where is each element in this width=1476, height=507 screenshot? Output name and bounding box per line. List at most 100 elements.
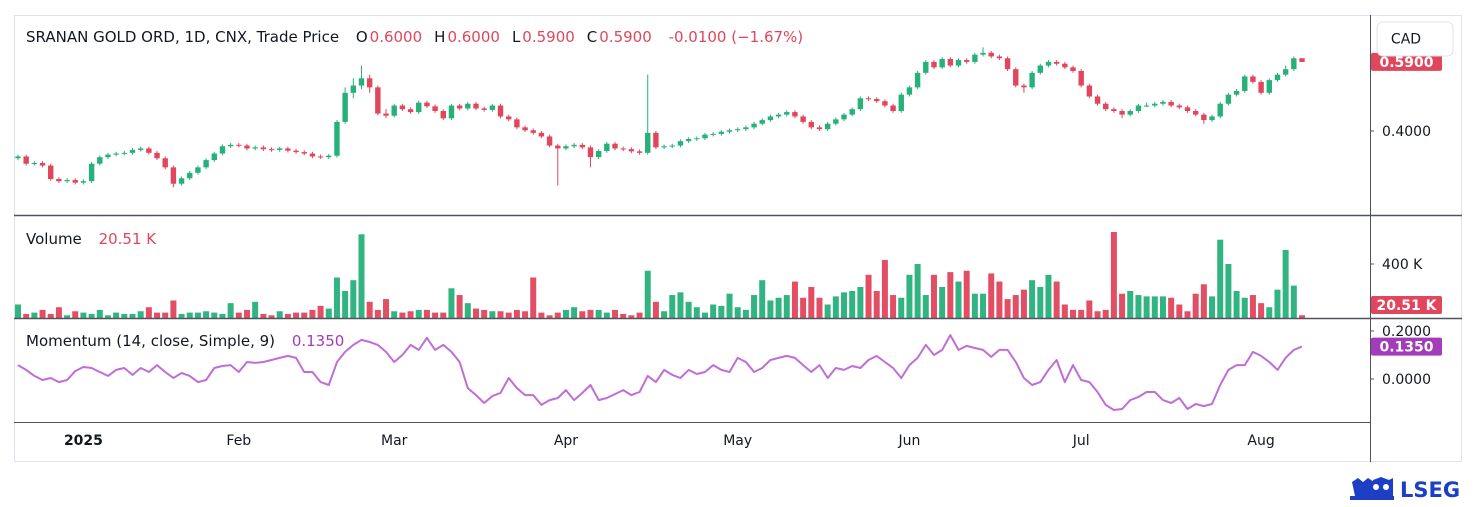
candle-body xyxy=(399,105,406,110)
candle-body xyxy=(23,156,29,164)
volume-bar xyxy=(113,312,120,318)
candle-body xyxy=(113,153,119,155)
candle-body xyxy=(1291,58,1297,70)
volume-bar xyxy=(301,312,308,318)
volume-bar xyxy=(399,312,406,318)
volume-bar xyxy=(407,311,414,318)
candle-body xyxy=(375,87,381,114)
currency-label[interactable]: CAD xyxy=(1391,32,1421,48)
candle-body xyxy=(187,172,193,179)
candle-body xyxy=(1127,111,1133,115)
volume-bar xyxy=(791,281,798,318)
volume-bar xyxy=(1143,296,1150,318)
candle-body xyxy=(923,61,929,73)
candle-body xyxy=(653,132,659,148)
volume-bar xyxy=(1233,291,1240,318)
candle-body xyxy=(669,145,675,147)
candle-body xyxy=(1160,101,1166,104)
volume-bar xyxy=(145,307,152,318)
momentum-title: Momentum (14, close, Simple, 9) xyxy=(26,332,276,350)
volume-bar xyxy=(243,309,250,318)
volume-bar xyxy=(1135,295,1142,318)
volume-bar xyxy=(423,309,430,318)
candle-body xyxy=(841,114,847,120)
volume-bar xyxy=(383,299,390,318)
volume-bar xyxy=(652,301,659,318)
volume-bar xyxy=(276,311,283,318)
candle-body xyxy=(890,105,896,111)
volume-bar xyxy=(546,315,553,318)
x-tick-label: Aug xyxy=(1247,433,1274,449)
x-tick-label: Apr xyxy=(554,433,578,449)
candle-body xyxy=(857,98,864,110)
candle-body xyxy=(685,139,692,142)
candle-body xyxy=(595,151,602,158)
volume-last: 20.51 K xyxy=(98,230,157,248)
candle-body xyxy=(571,144,577,147)
candle-body xyxy=(1299,58,1305,62)
candle-body xyxy=(1004,58,1011,70)
volume-bar xyxy=(31,312,38,318)
candle-body xyxy=(710,133,716,135)
candle-body xyxy=(64,180,70,182)
candle-body xyxy=(620,148,626,150)
volume-bar xyxy=(800,297,807,318)
candle-body xyxy=(604,143,610,151)
volume-bar xyxy=(996,281,1003,318)
volume-bar xyxy=(80,312,87,318)
volume-bar xyxy=(603,312,610,318)
candle-body xyxy=(80,181,87,183)
volume-bar xyxy=(129,313,136,318)
volume-bar xyxy=(677,292,684,318)
volume-bar xyxy=(734,307,741,318)
volume-bar xyxy=(612,309,619,318)
candle-body xyxy=(97,157,103,164)
volume-bar xyxy=(947,272,954,318)
candle-body xyxy=(301,152,307,154)
volume-bar xyxy=(464,303,471,318)
candle-body xyxy=(121,152,128,154)
volume-bar xyxy=(775,297,782,318)
volume-bar xyxy=(562,309,569,318)
volume-bar xyxy=(742,309,749,318)
volume-bar xyxy=(350,280,357,318)
candle-body xyxy=(195,167,201,173)
price-tag: 0.5900 xyxy=(1379,55,1433,71)
volume-bar xyxy=(1012,295,1019,318)
candle-body xyxy=(587,147,594,158)
candle-body xyxy=(849,109,855,115)
volume-bar xyxy=(505,312,512,318)
volume-bar xyxy=(857,286,864,318)
candle-body xyxy=(1209,116,1215,121)
volume-bar xyxy=(440,312,447,318)
candle-body xyxy=(988,52,994,57)
ohlc: O 0.6000 H 0.6000 L 0.5900 C 0.5900 xyxy=(356,28,652,46)
currency-button[interactable] xyxy=(1376,21,1454,57)
volume-bar xyxy=(1184,311,1191,318)
candle-body xyxy=(1225,94,1232,104)
volume-bar xyxy=(358,234,365,318)
volume-bar xyxy=(980,293,987,318)
candle-body xyxy=(1274,74,1281,81)
candle-body xyxy=(972,54,978,62)
candle-body xyxy=(996,56,1003,59)
volume-tag: 20.51 K xyxy=(1376,298,1437,314)
candle-body xyxy=(563,146,569,149)
candle-body xyxy=(947,59,954,66)
volume-bar xyxy=(865,274,872,318)
volume-bar xyxy=(1209,296,1216,318)
volume-bar xyxy=(1241,297,1248,318)
volume-bar xyxy=(252,301,259,318)
candle-body xyxy=(514,119,520,128)
volume-bar xyxy=(579,311,586,318)
candle-body xyxy=(555,145,561,149)
momentum-pane xyxy=(17,334,1303,411)
candle-body xyxy=(1070,67,1076,71)
volume-bar xyxy=(432,312,439,318)
volume-bar xyxy=(268,315,275,318)
volume-bar xyxy=(1037,286,1044,318)
candle-body xyxy=(767,116,774,121)
candle-body xyxy=(1250,76,1256,82)
